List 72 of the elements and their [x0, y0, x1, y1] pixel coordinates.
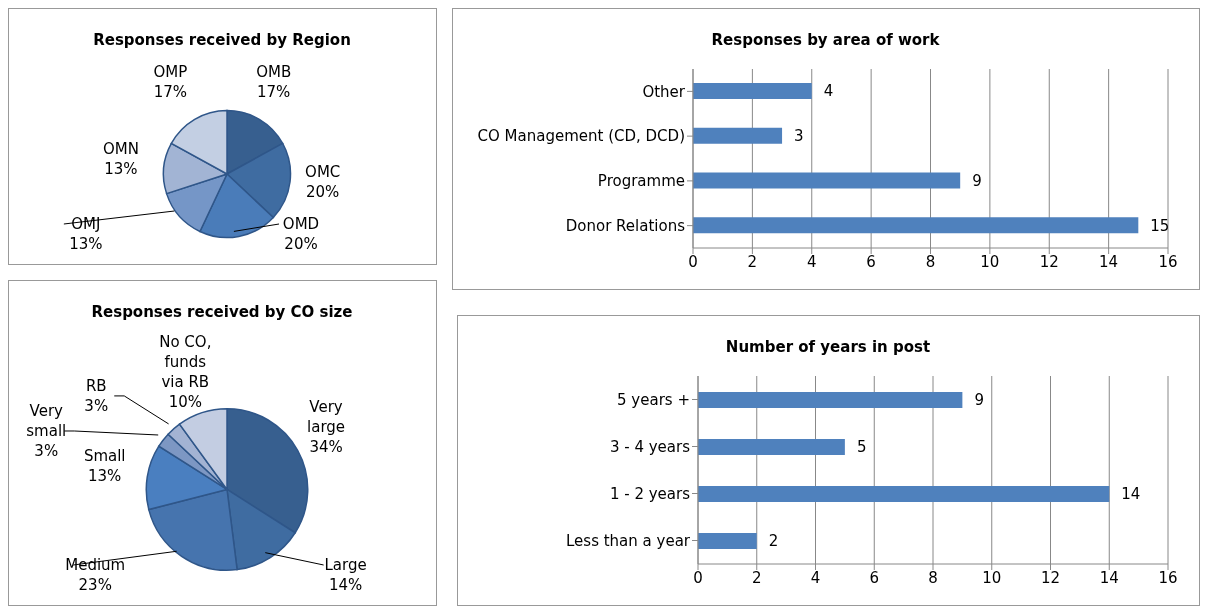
slice-label: Very small [26, 402, 67, 440]
slice-label: OMJ [71, 215, 101, 233]
slice-label: OMP [153, 62, 188, 81]
data-label: 23% [78, 576, 112, 594]
x-tick-label: 12 [1039, 252, 1059, 271]
x-tick-label: 2 [747, 252, 758, 271]
bar [693, 83, 812, 99]
chart-title: Responses by area of work [711, 31, 941, 49]
data-label: 15 [1150, 216, 1170, 235]
x-tick-label: 0 [688, 252, 698, 271]
data-label: 14 [1121, 485, 1141, 504]
y-tick-label: Less than a year [566, 531, 691, 550]
data-label: 13% [104, 160, 138, 179]
slice-label: OMB [256, 62, 292, 81]
x-tick-label: 6 [869, 568, 880, 587]
x-tick-label: 10 [982, 568, 1002, 587]
slice-label: OMN [102, 140, 139, 159]
bar [698, 392, 963, 408]
x-tick-label: 14 [1099, 568, 1119, 587]
data-label: 17% [153, 82, 187, 101]
slice-label: RB [85, 376, 107, 395]
bar [698, 486, 1110, 502]
y-tick-label: 5 years + [617, 390, 690, 409]
x-tick-label: 12 [1040, 568, 1061, 587]
bar [698, 533, 757, 549]
slice-label: Medium [65, 556, 126, 574]
x-tick-label: 4 [810, 568, 821, 587]
data-label: 4 [823, 82, 834, 101]
x-tick-label: 16 [1158, 252, 1178, 271]
x-tick-label: 0 [693, 568, 703, 587]
slice-label: OMC [305, 162, 341, 181]
slice-label: OMD [282, 215, 320, 233]
slice-label: Very large [307, 398, 346, 437]
chart-title: Responses received by Region [93, 31, 351, 49]
chart-title: Number of years in post [725, 338, 931, 356]
data-label: 17% [257, 82, 291, 101]
x-tick-label: 14 [1099, 252, 1119, 271]
bar [693, 172, 961, 189]
data-label: 13% [69, 235, 103, 253]
y-tick-label: Donor Relations [565, 216, 686, 235]
y-tick-label: 3 - 4 years [609, 437, 691, 456]
x-tick-label: 8 [928, 568, 938, 587]
bar [698, 439, 845, 455]
data-label: 5 [856, 438, 867, 457]
x-tick-label: 4 [806, 252, 817, 271]
x-tick-label: 16 [1158, 568, 1178, 587]
data-label: 20% [306, 182, 340, 201]
slice-label: Small [83, 446, 126, 465]
y-tick-label: CO Management (CD, DCD) [477, 127, 685, 146]
x-tick-label: 8 [925, 252, 936, 271]
data-label: 3% [84, 396, 109, 415]
y-tick-label: Other [642, 82, 686, 101]
data-label: 20% [284, 235, 318, 253]
slice-label: No CO, funds via RB [159, 332, 212, 391]
data-label: 3 [794, 127, 804, 146]
x-tick-label: 10 [980, 252, 1000, 271]
chart-title: Responses received by CO size [91, 303, 353, 321]
x-tick-label: 6 [866, 252, 876, 271]
data-label: 2 [768, 532, 779, 551]
data-label: 3% [34, 442, 59, 460]
y-tick-label: 1 - 2 years [609, 484, 691, 503]
bar [693, 127, 783, 144]
data-label: 10% [168, 392, 202, 411]
bar [693, 217, 1139, 234]
data-label: 9 [972, 171, 982, 190]
y-tick-label: Programme [597, 172, 685, 191]
data-label: 13% [88, 466, 122, 485]
slice-label: Large [324, 556, 367, 574]
x-tick-label: 2 [751, 568, 762, 587]
data-label: 34% [309, 438, 343, 457]
data-label: 9 [974, 391, 984, 410]
data-label: 14% [328, 576, 363, 594]
